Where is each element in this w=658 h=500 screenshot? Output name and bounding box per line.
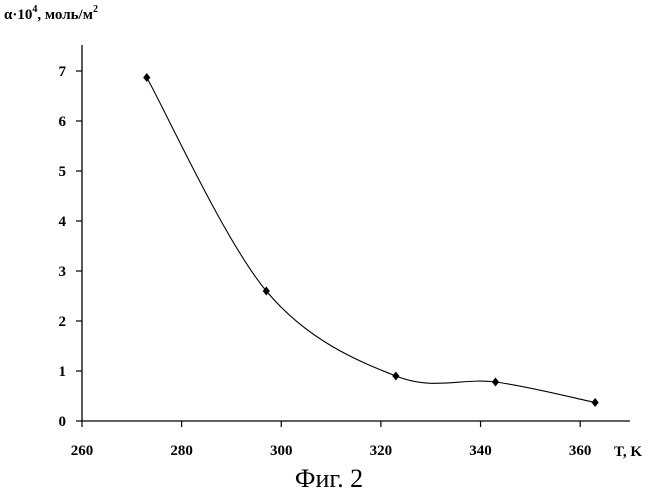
x-tick-label: 260 [71, 443, 94, 459]
svg-text:α·104, моль/м2: α·104, моль/м2 [4, 4, 98, 23]
data-line [147, 78, 595, 403]
x-tick-label: 320 [370, 443, 393, 459]
x-tick-label: 360 [569, 443, 592, 459]
x-tick-label: 280 [170, 443, 193, 459]
chart: α·104, моль/м2 0 1 2 3 4 5 6 7 260 280 300 320 340 3… [0, 0, 658, 460]
y-axis-title-unit: , моль/м [37, 7, 93, 23]
data-point [392, 372, 399, 381]
y-ticks: 0 1 2 3 4 5 6 7 [59, 64, 83, 430]
y-tick-label: 7 [59, 64, 67, 80]
y-tick-label: 5 [59, 164, 67, 180]
y-tick-label: 6 [59, 114, 67, 130]
y-axis-title: α·104, моль/м2 [4, 4, 98, 23]
data-point [143, 73, 150, 82]
x-ticks: 260 280 300 320 340 360 [71, 421, 592, 459]
x-tick-label: 300 [270, 443, 293, 459]
y-tick-label: 0 [59, 414, 67, 430]
y-tick-label: 4 [59, 214, 67, 230]
y-tick-label: 3 [59, 264, 67, 280]
y-tick-label: 2 [59, 314, 67, 330]
y-tick-label: 1 [59, 364, 67, 380]
x-axis-title: T, K [614, 444, 642, 460]
figure-caption: Фиг. 2 [0, 464, 658, 494]
data-markers [143, 73, 599, 407]
y-axis-title-prefix: α·10 [4, 7, 32, 23]
data-point [592, 398, 599, 407]
x-tick-label: 340 [469, 443, 492, 459]
data-point [492, 378, 499, 387]
y-axis-title-unit-exponent: 2 [93, 4, 98, 15]
